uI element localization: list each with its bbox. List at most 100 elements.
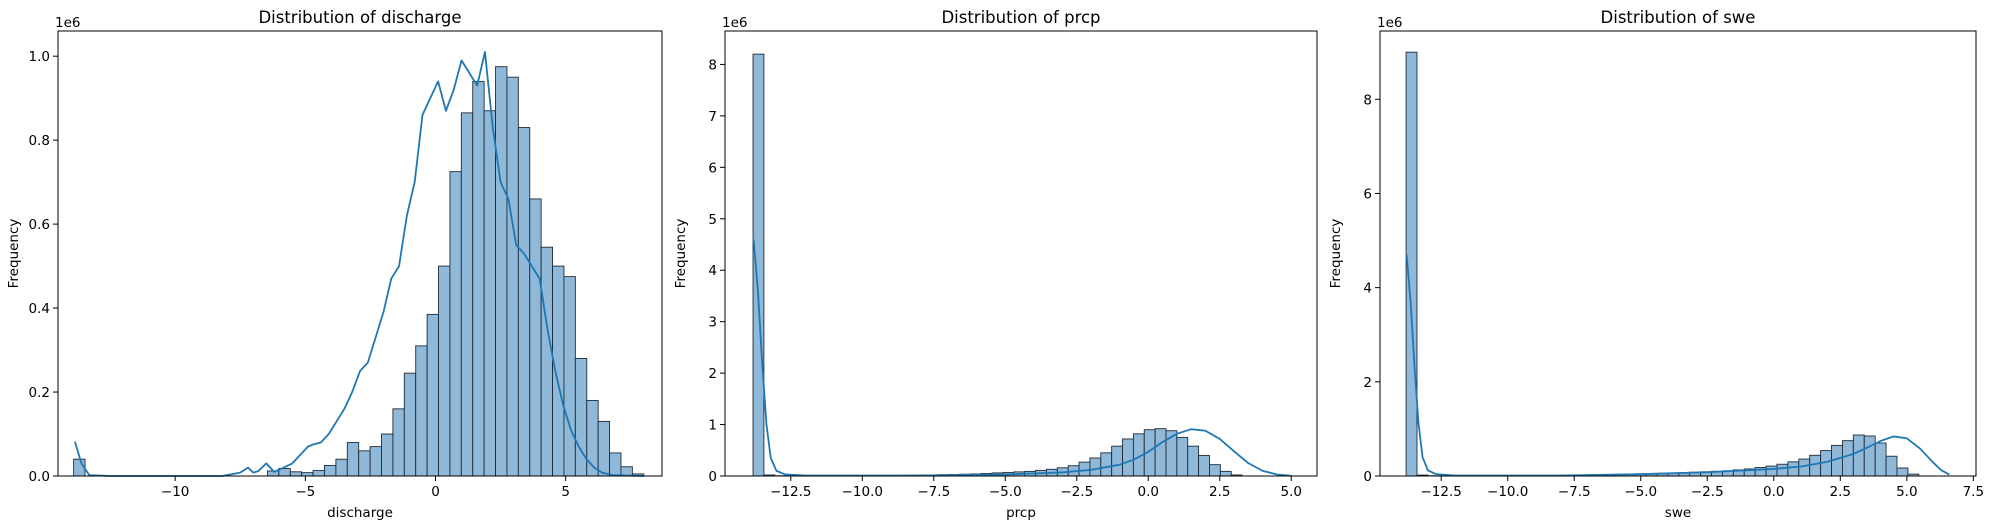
histogram-bar — [1776, 463, 1789, 477]
chart-title: Distribution of swe — [1601, 8, 1756, 27]
x-tick-label: −5.0 — [989, 484, 1022, 500]
histogram-bar — [460, 112, 474, 477]
histogram-bar — [324, 465, 337, 477]
histogram-bar — [426, 313, 439, 477]
histogram-bar — [1874, 442, 1887, 477]
histogram-bar — [1209, 464, 1221, 477]
y-tick-label: 0.6 — [29, 217, 50, 233]
histogram-bar — [392, 408, 405, 477]
histogram-bar — [1154, 428, 1167, 477]
histogram-bar — [1198, 454, 1210, 477]
kde-line — [1405, 254, 1950, 477]
histogram-bar — [597, 420, 611, 477]
histogram-bar — [301, 472, 314, 477]
histogram-bar — [449, 171, 462, 477]
histogram-bar — [1787, 461, 1800, 477]
y-axis-label: Frequency — [1328, 219, 1344, 289]
x-axis-label: swe — [1665, 505, 1691, 521]
y-tick-label: 0.0 — [29, 469, 50, 485]
histogram-bar — [1219, 470, 1232, 477]
x-tick-label: −5 — [295, 484, 315, 500]
x-tick-label: 2.5 — [1209, 484, 1230, 500]
histogram-bar — [346, 441, 360, 477]
x-tick-label: −2.5 — [1060, 484, 1093, 500]
x-tick-label: −12.5 — [770, 484, 811, 500]
y-offset-text: 1e6 — [55, 15, 80, 31]
x-tick-label: −10.0 — [1487, 484, 1528, 500]
kde-line — [74, 51, 644, 477]
x-axis-label: discharge — [327, 505, 393, 521]
histogram-bar — [438, 265, 451, 477]
axes-frame — [724, 30, 1318, 477]
histogram-bar — [1089, 457, 1102, 477]
y-tick-label: 0.2 — [29, 385, 50, 401]
histogram-bar — [552, 265, 565, 477]
x-axis-label: prcp — [1006, 505, 1036, 521]
histogram-bar — [563, 276, 576, 477]
x-tick-label: 5.0 — [1281, 484, 1302, 500]
chart-title: Distribution of prcp — [941, 8, 1100, 27]
histogram-bar — [1122, 438, 1134, 477]
histogram-bar — [381, 433, 394, 477]
y-tick-label: 6 — [708, 160, 717, 176]
histogram-bar — [472, 80, 485, 477]
x-tick-label: −7.5 — [917, 484, 950, 500]
y-tick-label: 2 — [708, 366, 717, 382]
histogram-bar — [517, 127, 531, 477]
prcp-histogram-panel: −12.5 −10.0 −7.5 −5.0 −2.5 0.0 2.5 5.0 0 1 2 3 4 5 6 7 8… — [673, 8, 1318, 521]
histogram-bar — [483, 110, 496, 477]
x-tick-label: 0.0 — [1763, 484, 1784, 500]
x-tick-label: 5.0 — [1896, 484, 1917, 500]
axes-frame — [1379, 30, 1977, 477]
x-tick-label: 2.5 — [1830, 484, 1851, 500]
histogram-bar — [335, 458, 348, 477]
histogram-bar — [506, 76, 519, 477]
y-offset-text: 1e6 — [722, 15, 747, 31]
y-tick-label: 2 — [1363, 375, 1372, 391]
histogram-bar — [529, 198, 542, 477]
y-tick-label: 8 — [708, 57, 717, 73]
histogram-bar — [1765, 465, 1778, 477]
y-tick-label: 1 — [708, 418, 717, 434]
histogram-bar — [495, 66, 508, 477]
x-tick-label: 0.0 — [1138, 484, 1159, 500]
histogram-bar — [1852, 434, 1865, 477]
histogram-bar — [358, 450, 371, 477]
y-offset-text: 1e6 — [1377, 15, 1402, 31]
histogram-bar — [1841, 440, 1854, 477]
histogram-bar — [369, 446, 382, 477]
x-tick-label: 7.5 — [1963, 484, 1984, 500]
histogram-bar — [609, 452, 622, 477]
y-tick-label: 4 — [708, 263, 717, 279]
y-tick-label: 5 — [708, 212, 717, 228]
histogram-bar — [415, 345, 428, 477]
histogram-bar — [1809, 454, 1822, 477]
histogram-bar — [1176, 436, 1189, 477]
x-tick-label: −7.5 — [1558, 484, 1591, 500]
x-tick-label: −12.5 — [1421, 484, 1462, 500]
histogram-bar — [1863, 435, 1876, 477]
y-axis-label: Frequency — [673, 219, 689, 289]
x-tick-label: 5 — [561, 484, 570, 500]
histogram-bar — [1078, 461, 1091, 477]
histogram-bar — [289, 471, 303, 477]
y-tick-label: 1.0 — [29, 49, 50, 65]
x-tick-label: 0 — [431, 484, 440, 500]
swe-histogram-panel: −12.5 −10.0 −7.5 −5.0 −2.5 0.0 2.5 5.0 7.5 0 2 4 6 8 D… — [1328, 8, 1984, 521]
histogram-bar — [540, 246, 554, 477]
discharge-histogram-panel: −10 −5 0 5 0.0 0.2 0.4 0.6 0.8 1.0 Distribution of… — [6, 8, 663, 521]
y-tick-label: 7 — [708, 109, 717, 125]
histogram-bar — [1100, 452, 1113, 477]
histogram-bar — [1896, 467, 1909, 477]
axes-frame — [57, 30, 663, 477]
y-tick-label: 6 — [1363, 186, 1372, 202]
x-tick-label: −2.5 — [1691, 484, 1724, 500]
x-tick-label: −10 — [161, 484, 190, 500]
chart-title: Distribution of discharge — [258, 8, 461, 27]
histogram-bar — [1798, 458, 1811, 477]
histogram-bar — [312, 470, 325, 477]
histogram-bar — [403, 372, 417, 477]
y-tick-label: 4 — [1363, 281, 1372, 297]
y-tick-label: 8 — [1363, 92, 1372, 108]
